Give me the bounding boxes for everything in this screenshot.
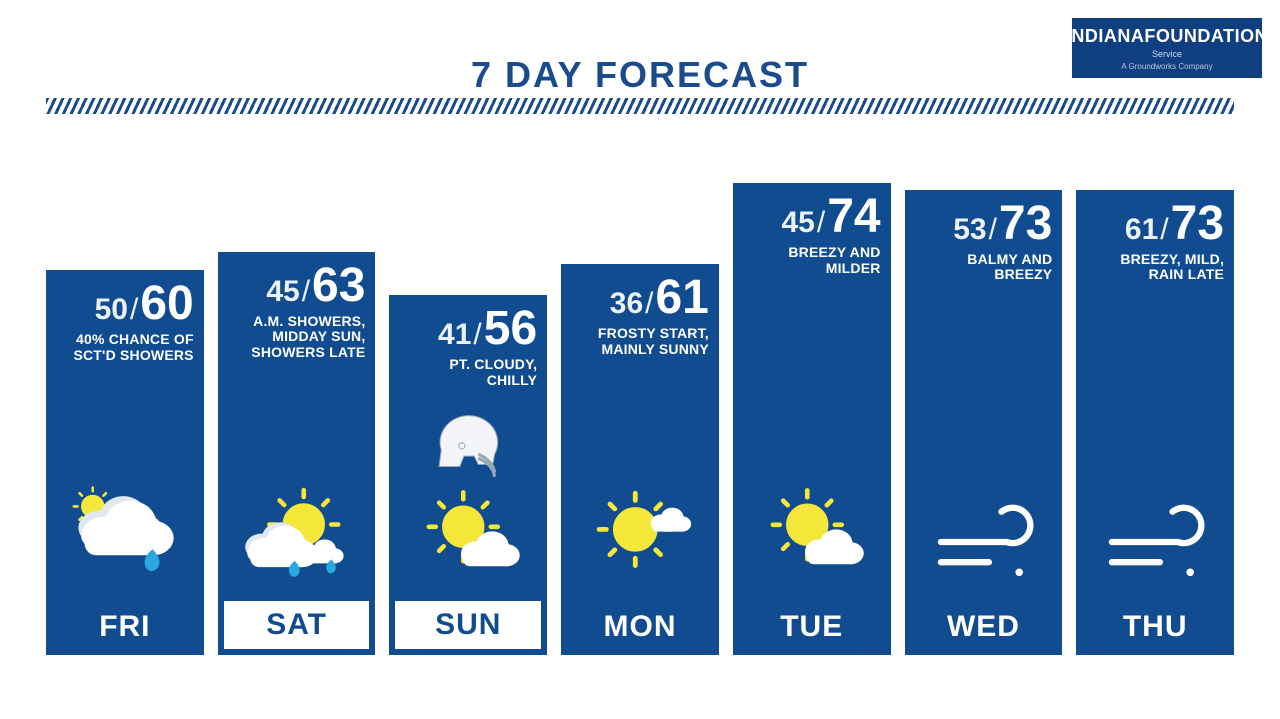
temp-slash: / [1160,215,1168,245]
forecast-description: PT. CLOUDY, CHILLY [399,357,537,388]
temp-high: 63 [312,262,365,310]
day-label: THU [1076,599,1234,655]
temp-slash: / [130,295,138,325]
forecast-card-sun: 41/56 PT. CLOUDY, CHILLY SUN [389,295,547,655]
day-label: SAT [224,601,370,649]
forecast-description: FROSTY START, MAINLY SUNNY [571,326,709,357]
day-label: TUE [733,599,891,655]
temp-high: 74 [827,193,880,241]
card-body: 45/74 BREEZY AND MILDER [733,183,891,599]
temp-low: 50 [95,295,128,325]
sponsor-tagline: A Groundworks Company [1121,62,1212,71]
forecast-card-mon: 36/61 FROSTY START, MAINLY SUNNY MON [561,264,719,655]
day-label: MON [561,599,719,655]
temp-high: 56 [484,305,537,353]
card-body: 50/60 40% CHANCE OF SCT'D SHOWERS [46,270,204,599]
forecast-description: 40% CHANCE OF SCT'D SHOWERS [56,332,194,363]
sponsor-line1b: FOUNDATION [1144,26,1268,46]
temp-high: 73 [1171,200,1224,248]
temp-slash: / [645,289,653,319]
divider-hatch [46,98,1234,114]
card-body: 45/63A.M. SHOWERS, MIDDAY SUN, SHOWERS L… [218,252,376,601]
card-body: 53/73 BALMY AND BREEZY [905,190,1063,599]
sponsor-line1a: INDIANA [1066,26,1145,46]
temp-range: 45/63 [228,262,366,310]
forecast-card-sat: 45/63A.M. SHOWERS, MIDDAY SUN, SHOWERS L… [218,252,376,655]
forecast-description: BREEZY AND MILDER [743,245,881,276]
temp-low: 61 [1125,215,1158,245]
sun-cloud-icon [743,277,881,593]
forecast-row: 50/6040% CHANCE OF SCT'D SHOWERSFRI45/63… [46,183,1234,655]
temp-slash: / [989,215,997,245]
temp-slash: / [302,277,310,307]
temp-high: 60 [140,280,193,328]
helmet-icon [433,415,503,477]
card-body: 36/61 FROSTY START, MAINLY SUNNY [561,264,719,599]
day-label: FRI [46,599,204,655]
cloud-shower-icon [56,364,194,593]
sponsor-line1: INDIANAFOUNDATION [1066,26,1268,47]
day-label: WED [905,599,1063,655]
temp-low: 36 [610,289,643,319]
forecast-card-thu: 61/73 BREEZY, MILD, RAIN LATE THU [1076,190,1234,655]
temp-low: 53 [953,215,986,245]
wind-icon [915,283,1053,593]
temp-high: 61 [655,274,708,322]
sponsor-line2: Service [1152,49,1182,59]
temp-low: 45 [781,208,814,238]
temp-slash: / [473,320,481,350]
forecast-card-tue: 45/74 BREEZY AND MILDER TUE [733,183,891,655]
temp-range: 41/56 [399,305,537,353]
temp-low: 41 [438,320,471,350]
temp-slash: / [817,208,825,238]
sponsor-badge: INDIANAFOUNDATION Service A Groundworks … [1072,18,1262,78]
forecast-card-wed: 53/73 BALMY AND BREEZY WED [905,190,1063,655]
temp-range: 50/60 [56,280,194,328]
card-body: 61/73 BREEZY, MILD, RAIN LATE [1076,190,1234,599]
temp-range: 61/73 [1086,200,1224,248]
temp-range: 53/73 [915,200,1053,248]
day-label: SUN [395,601,541,649]
temp-range: 45/74 [743,193,881,241]
forecast-description: BREEZY, MILD, RAIN LATE [1086,252,1224,283]
forecast-card-fri: 50/60 40% CHANCE OF SCT'D SHOWERS FRI [46,270,204,655]
sun-small-cloud-icon [571,357,709,593]
temp-high: 73 [999,200,1052,248]
forecast-description: BALMY AND BREEZY [915,252,1053,283]
sun-cloud-shower-icon [228,361,366,595]
forecast-description: A.M. SHOWERS, MIDDAY SUN, SHOWERS LATE [228,314,366,361]
wind-icon [1086,283,1224,593]
temp-low: 45 [266,277,299,307]
temp-range: 36/61 [571,274,709,322]
